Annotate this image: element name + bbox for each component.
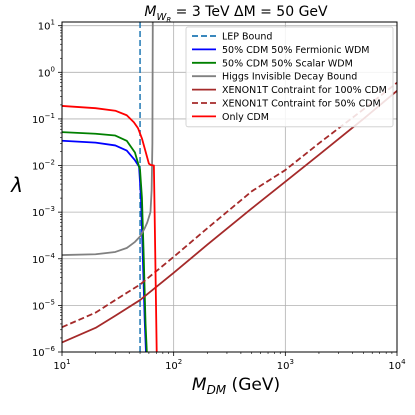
y-tick-label-base: 10 (32, 348, 45, 359)
plot-frame (61, 21, 398, 353)
x-tick-label-base: 10 (277, 361, 290, 372)
x-axis-label: MDM (GeV) (192, 375, 280, 397)
legend-box (185, 26, 394, 128)
legend: LEP Bound 50% CDM 50% Fermionic WDM 50% CD… (185, 26, 394, 128)
y-tick-label-base: 10 (32, 115, 45, 126)
y-tick-label-base: 10 (38, 68, 51, 79)
series-group (62, 22, 397, 352)
x-tick-label: 104 (388, 358, 406, 372)
legend-label: Higgs Invisible Decay Bound (222, 72, 357, 83)
y-tick-label-exp: 0 (51, 65, 55, 73)
y-tick-label-exp: −5 (45, 298, 55, 306)
x-tick-label-base: 10 (53, 361, 66, 372)
legend-label: 50% CDM 50% Scalar WDM (222, 58, 353, 69)
y-axis-label: λ (10, 173, 23, 197)
y-tick-label-base: 10 (32, 255, 45, 266)
x-tick-label-exp: 4 (401, 358, 406, 366)
y-tick-label: 10−6 (32, 345, 56, 359)
x-ticks: 101 102 103 104 (53, 352, 406, 372)
y-tick-label-exp: −4 (45, 252, 56, 260)
y-tick-label: 10−3 (32, 205, 55, 219)
x-tick-label: 103 (277, 358, 294, 372)
y-tick-label-exp: −1 (45, 112, 55, 120)
y-tick-label: 10−1 (32, 112, 55, 126)
series-xenon1t-contraint-for-50-cdm (62, 81, 397, 329)
y-tick-label-base: 10 (38, 22, 51, 33)
legend-label: Only CDM (222, 112, 269, 123)
legend-label: LEP Bound (222, 32, 272, 43)
x-tick-label-exp: 1 (66, 358, 70, 366)
series-xenon1t-contraint-for-100-cdm (62, 90, 397, 344)
x-tick-label-base: 10 (388, 361, 401, 372)
series-higgs-invisible-decay-bound (62, 22, 154, 256)
y-tick-label-exp: −6 (45, 345, 56, 353)
x-tick-label-exp: 2 (178, 358, 182, 366)
y-tick-label: 10−4 (32, 252, 56, 266)
y-tick-label: 10−2 (32, 159, 55, 173)
y-tick-label: 101 (38, 19, 55, 33)
y-tick-label-exp: 1 (51, 19, 55, 27)
series-only-cdm (62, 105, 158, 352)
y-tick-label: 100 (38, 65, 55, 79)
y-tick-label-base: 10 (32, 301, 45, 312)
x-tick-label-base: 10 (165, 361, 178, 372)
x-tick-label: 102 (165, 358, 182, 372)
x-tick-label-exp: 3 (289, 358, 293, 366)
y-tick-label-base: 10 (32, 162, 45, 173)
y-tick-label-exp: −3 (45, 205, 55, 213)
y-tick-label: 10−5 (32, 298, 55, 312)
y-tick-label-base: 10 (32, 208, 45, 219)
chart-title: MWR = 3 TeV ΔM = 50 GeV (144, 4, 328, 24)
series-50-cdm-50-scalar-wdm (62, 131, 148, 352)
y-tick-label-exp: −2 (45, 159, 55, 167)
legend-label: XENON1T Contraint for 50% CDM (222, 99, 381, 110)
legend-label: 50% CDM 50% Fermionic WDM (222, 45, 369, 56)
legend-label: XENON1T Contraint for 100% CDM (222, 85, 387, 96)
x-tick-label: 101 (53, 358, 70, 372)
